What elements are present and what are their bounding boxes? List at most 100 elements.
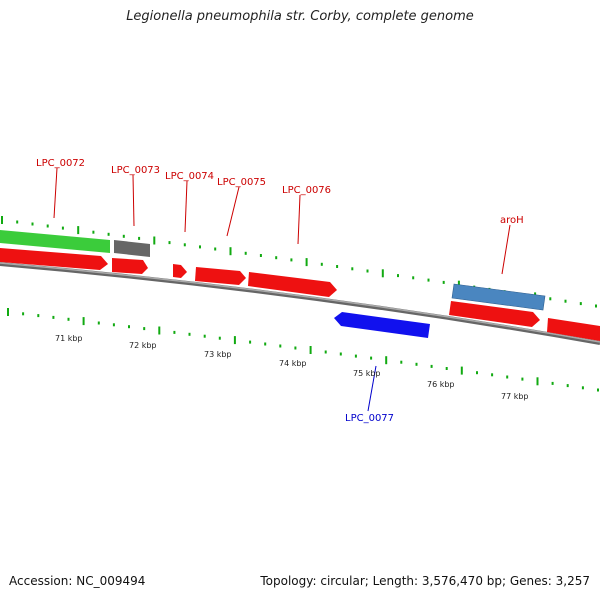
upper-track-tick: [61, 226, 64, 230]
gene-lpc-0072: [0, 248, 108, 270]
upper-track-tick: [107, 232, 110, 236]
lower-track-tick: [203, 334, 206, 338]
label-leaders: [53, 167, 511, 412]
lower-track-tick: [581, 386, 584, 390]
lower-track-tick: [400, 360, 403, 364]
accession-text: Accession: NC_009494: [9, 574, 146, 588]
lower-track-tick: [309, 346, 312, 354]
gene-right-edge: [547, 318, 600, 341]
lower-track-tick: [566, 384, 569, 388]
scale-label-76kbp: 76 kbp: [427, 380, 455, 389]
lower-track-tick: [491, 373, 494, 377]
gene-lpc-0077: [334, 312, 430, 338]
lower-track-tick: [294, 346, 297, 350]
lower-track-tick: [370, 356, 373, 360]
upper-track-tick: [183, 243, 186, 247]
lower-track-tick: [52, 315, 55, 319]
gene-lpc-0075: [195, 267, 246, 285]
lower-track-tick: [521, 377, 524, 381]
upper-track-tick: [138, 236, 141, 240]
lower-track-tick: [158, 326, 161, 335]
upper-track-tick: [229, 247, 232, 256]
label-lpc-0075: LPC_0075: [217, 177, 266, 188]
upper-track-tick: [442, 280, 445, 284]
scale-label-74kbp: 74 kbp: [279, 359, 307, 368]
label-aroh: aroH: [500, 215, 524, 226]
lower-track-tick: [324, 350, 327, 354]
gene-lpc-0076: [248, 272, 337, 297]
lower-track-tick: [415, 362, 418, 366]
leader-lpc-0076: [297, 194, 301, 245]
upper-track-tick: [199, 245, 201, 249]
lower-track-tick: [506, 375, 509, 379]
lower-track-tick: [279, 344, 282, 348]
upper-track-tick: [595, 304, 597, 308]
scale-label-71kbp: 71 kbp: [55, 334, 83, 343]
upper-track-tick: [564, 299, 567, 303]
lower-track-tick: [339, 352, 342, 356]
upper-track-tick: [397, 274, 399, 278]
upper-track-tick: [1, 216, 3, 224]
upper-track-tick: [320, 262, 323, 266]
upper-track-tick: [549, 297, 552, 301]
upper-track-tick: [351, 267, 354, 271]
lower-track-tick: [128, 325, 130, 329]
upper-track-tick: [244, 251, 247, 255]
lower-track-tick: [82, 317, 85, 326]
upper-track-tick: [31, 222, 34, 226]
lower-track-tick: [218, 336, 221, 340]
genome-backbone: [0, 262, 600, 345]
upper-track-tick: [381, 269, 384, 278]
feature-track: [0, 230, 600, 341]
gene-labels: LPC_0072 LPC_0073 LPC_0074 LPC_0075 LPC_…: [36, 158, 524, 424]
label-lpc-0074: LPC_0074: [165, 171, 214, 182]
lower-track-tick: [354, 354, 357, 358]
leader-lpc-0074: [184, 180, 188, 233]
gene-aroh: [449, 301, 540, 327]
gene-lpc-0074: [173, 264, 187, 278]
leader-lpc-0073: [132, 174, 135, 227]
label-lpc-0072: LPC_0072: [36, 158, 85, 169]
upper-track-tick: [412, 276, 415, 280]
genome-backbone-highlight: [0, 262, 600, 343]
lower-track-tick: [430, 364, 433, 368]
upper-track-tick: [153, 236, 156, 245]
upper-track-tick: [275, 256, 278, 260]
lower-track-tick: [22, 312, 25, 316]
leader-aroh: [501, 224, 511, 275]
lower-track-tick: [536, 377, 539, 386]
feature-gray-bar: [114, 240, 150, 257]
upper-track-tick: [305, 258, 308, 267]
upper-track-tick: [579, 302, 582, 306]
scale-labels: 71 kbp 72 kbp 73 kbp 74 kbp 75 kbp 76 kb…: [55, 334, 529, 401]
feature-arohn-bar: [451, 283, 546, 311]
upper-track-tick: [16, 220, 19, 224]
upper-track-tick: [366, 269, 369, 273]
scale-label-73kbp: 73 kbp: [204, 350, 232, 359]
lower-track-tick: [188, 332, 191, 336]
upper-track-tick: [77, 226, 80, 235]
topology-text: Topology: circular; Length: 3,576,470 bp…: [260, 574, 590, 588]
lower-track-tick: [37, 314, 40, 318]
label-lpc-0076: LPC_0076: [282, 185, 331, 196]
upper-track-tick: [92, 230, 95, 234]
lower-track-tick: [143, 327, 146, 331]
lower-track-tick: [551, 381, 554, 385]
lower-track-tick: [173, 330, 176, 334]
lower-track-tick: [476, 371, 478, 375]
scale-label-75kbp: 75 kbp: [353, 369, 381, 378]
label-lpc-0073: LPC_0073: [111, 165, 160, 176]
lower-track-tick: [445, 367, 448, 370]
lower-dotted-track: [7, 308, 599, 392]
upper-track-tick: [46, 224, 49, 228]
leader-lpc-0077: [367, 365, 377, 412]
upper-track-tick: [290, 258, 293, 262]
gene-lpc-0073: [112, 258, 148, 274]
leader-lpc-0075: [226, 186, 240, 237]
lower-track-tick: [597, 388, 599, 392]
upper-track-tick: [168, 241, 171, 245]
lower-track-tick: [97, 321, 100, 325]
label-lpc-0077: LPC_0077: [345, 413, 394, 424]
lower-track-tick: [7, 308, 9, 316]
